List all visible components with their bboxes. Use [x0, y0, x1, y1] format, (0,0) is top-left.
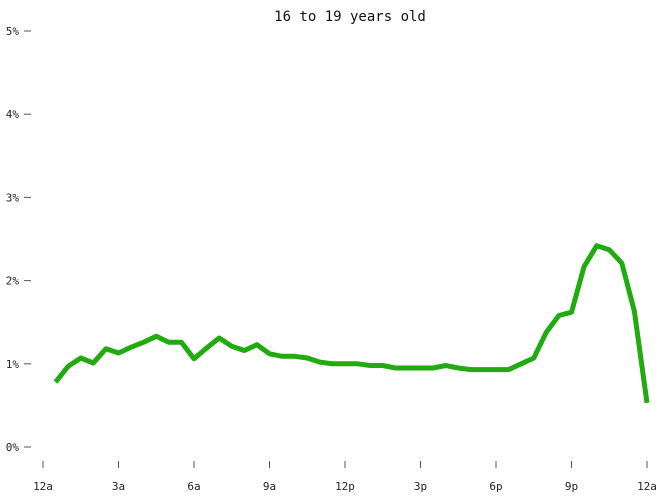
y-tick-label: 4%	[6, 108, 20, 121]
y-tick-label: 3%	[6, 191, 20, 204]
y-tick-label: 5%	[6, 25, 20, 38]
y-tick-label: 0%	[6, 441, 20, 454]
y-tick-label: 1%	[6, 358, 20, 371]
chart-title: 16 to 19 years old	[274, 9, 426, 25]
x-tick-label: 12a	[637, 480, 657, 493]
x-tick-label: 3p	[414, 480, 427, 493]
x-tick-label: 9a	[263, 480, 276, 493]
y-axis: 0% 1% 2% 3% 4% 5%	[6, 25, 31, 454]
x-tick-label: 9p	[565, 480, 578, 493]
x-tick-label: 12a	[33, 480, 53, 493]
y-tick-label: 2%	[6, 275, 20, 288]
x-tick-label: 12p	[335, 480, 355, 493]
x-tick-label: 6a	[187, 480, 200, 493]
series-line	[53, 243, 650, 404]
x-axis: 12a 3a 6a 9a 12p 3p 6p 9p 12a	[33, 461, 657, 493]
series-layer	[53, 243, 650, 404]
x-tick-label: 6p	[489, 480, 502, 493]
x-tick-label: 3a	[112, 480, 125, 493]
